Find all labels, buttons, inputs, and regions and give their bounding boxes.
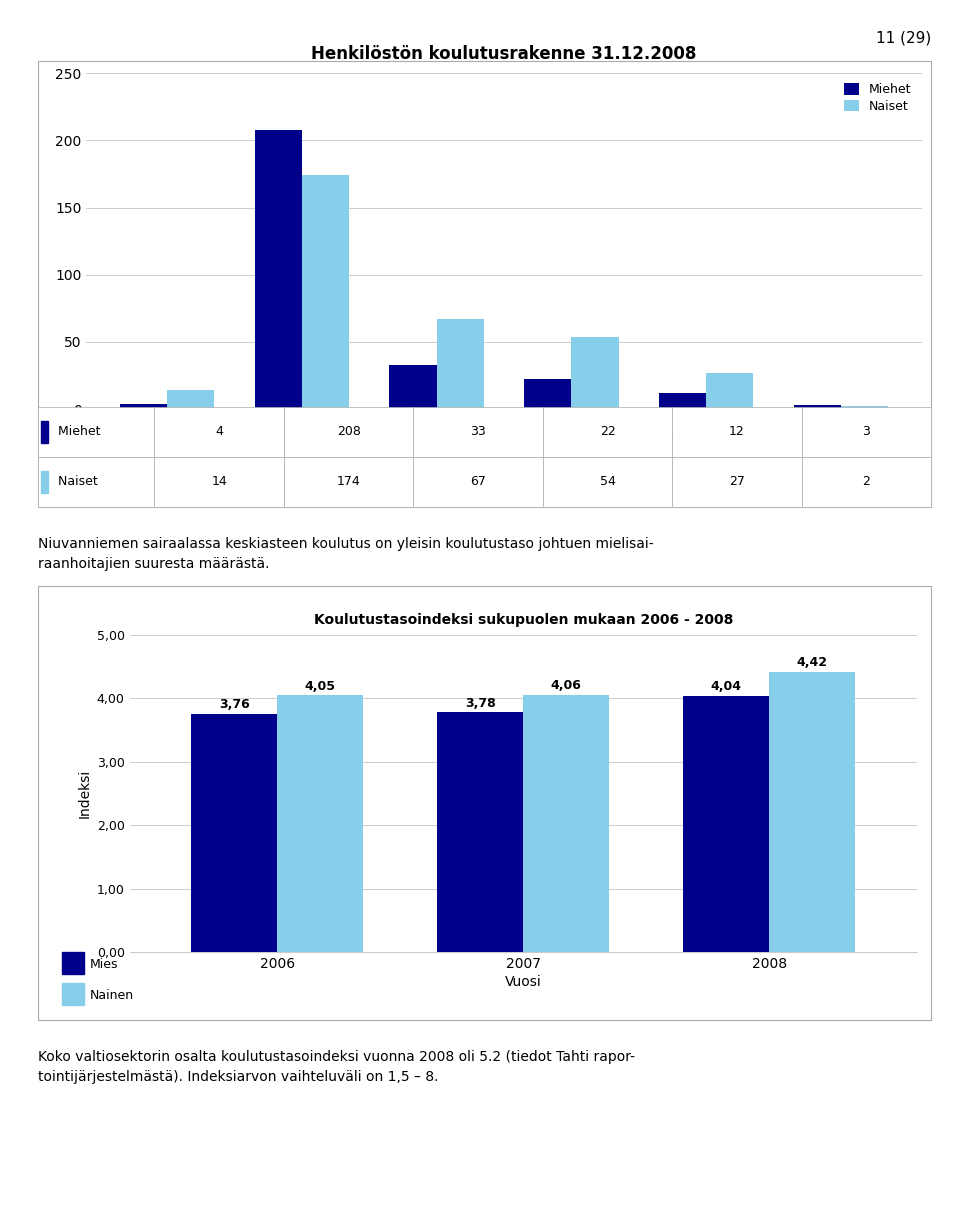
Text: 4,05: 4,05 — [304, 680, 336, 692]
Bar — [684, 696, 769, 952]
Bar — [794, 405, 841, 409]
Bar — [120, 404, 167, 409]
Y-axis label: Indeksi: Indeksi — [77, 769, 91, 818]
Text: Mies: Mies — [89, 958, 118, 971]
Bar — [167, 391, 214, 409]
Text: Koko valtiosektorin osalta koulutustasoindeksi vuonna 2008 oli 5.2 (tiedot Tahti: Koko valtiosektorin osalta koulutustasoi… — [38, 1050, 636, 1083]
Text: 3,76: 3,76 — [219, 698, 250, 711]
Bar — [437, 319, 484, 409]
Text: 4,06: 4,06 — [551, 679, 582, 692]
Text: 4,04: 4,04 — [710, 680, 742, 694]
Bar — [571, 337, 618, 409]
Bar — [390, 365, 437, 409]
Bar — [706, 372, 754, 409]
Title: Koulutustasoindeksi sukupuolen mukaan 2006 - 2008: Koulutustasoindeksi sukupuolen mukaan 20… — [314, 613, 732, 626]
Bar — [523, 695, 610, 952]
Text: Niuvanniemen sairaalassa keskiasteen koulutus on yleisin koulutustaso johtuen mi: Niuvanniemen sairaalassa keskiasteen kou… — [38, 537, 654, 570]
Text: 4,42: 4,42 — [797, 656, 828, 669]
Bar — [302, 176, 349, 409]
Bar — [277, 695, 363, 952]
Legend: Miehet, Naiset: Miehet, Naiset — [840, 79, 915, 117]
Text: 3,78: 3,78 — [465, 697, 495, 709]
Bar — [437, 712, 523, 952]
Bar — [524, 380, 571, 409]
Bar — [191, 713, 277, 952]
Text: Nainen: Nainen — [89, 989, 133, 1001]
Bar — [841, 407, 888, 409]
Bar — [769, 672, 855, 952]
Bar — [659, 393, 706, 409]
Title: Henkilöstön koulutusrakenne 31.12.2008: Henkilöstön koulutusrakenne 31.12.2008 — [311, 45, 697, 63]
Text: 11 (29): 11 (29) — [876, 31, 931, 45]
X-axis label: Vuosi: Vuosi — [505, 976, 541, 989]
Bar — [254, 129, 302, 409]
